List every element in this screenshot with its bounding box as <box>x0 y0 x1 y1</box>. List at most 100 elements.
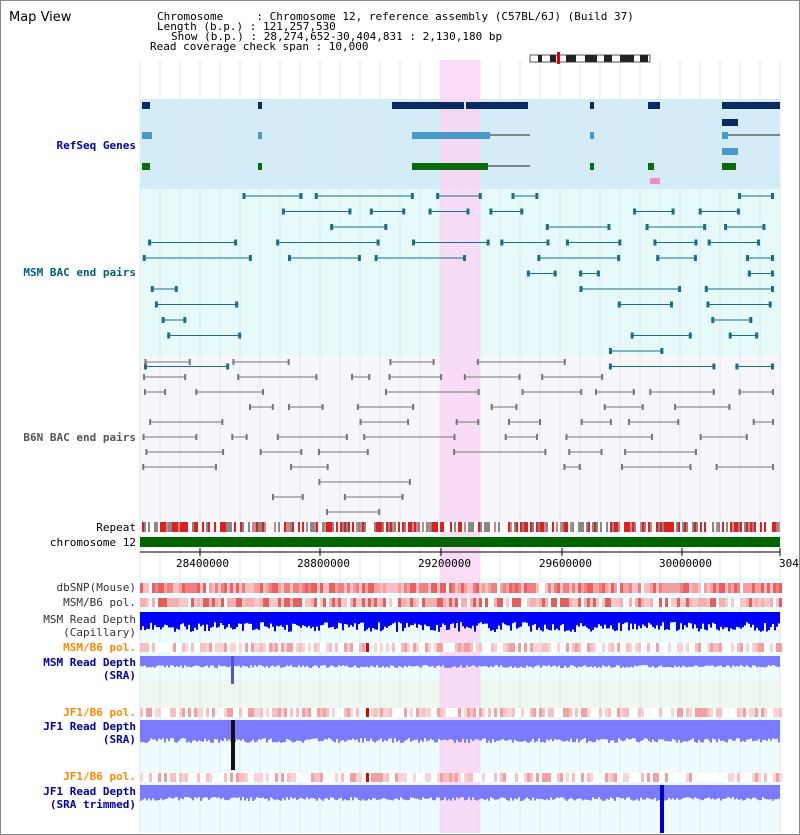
heat-cell <box>644 583 647 593</box>
repeat-element <box>396 522 398 532</box>
heat-cell <box>743 773 746 782</box>
read-depth-bar <box>176 612 178 629</box>
read-depth-bar <box>216 785 218 798</box>
b6n-bac-end <box>345 434 348 440</box>
read-depth-bar <box>618 720 620 739</box>
read-depth-bar <box>652 612 654 627</box>
read-depth-bar <box>314 612 316 632</box>
read-depth-bar <box>608 785 610 800</box>
heat-cell <box>290 598 293 607</box>
heat-cell <box>239 598 242 607</box>
read-depth-bar <box>578 785 580 799</box>
heat-cell <box>212 598 215 607</box>
b6n-bac-end-pairs-label[interactable]: B6N BAC end pairs <box>23 431 136 444</box>
heat-cell <box>452 598 455 607</box>
b6n-bac-end <box>388 374 391 380</box>
read-depth-bar <box>684 785 686 798</box>
read-depth-bar <box>766 612 768 632</box>
heat-cell <box>770 708 773 717</box>
msm-b6-pol-capillary-label[interactable]: MSM/B6 pol. <box>63 596 136 609</box>
read-depth-bar <box>566 612 568 631</box>
heat-cell <box>221 708 224 717</box>
jf1-b6-pol-label[interactable]: JF1/B6 pol. <box>63 706 136 719</box>
read-depth-bar <box>336 612 338 629</box>
read-depth-bar <box>572 785 574 800</box>
repeat-element <box>654 522 656 532</box>
heat-cell <box>623 598 626 607</box>
repeat-element <box>504 522 506 532</box>
read-depth-bar <box>184 656 186 666</box>
heat-cell <box>512 643 515 652</box>
msm-bac-end <box>242 193 246 199</box>
repeat-element <box>376 522 378 532</box>
heat-cell <box>230 708 233 717</box>
heat-cell <box>152 598 155 607</box>
read-depth-bar <box>540 612 542 631</box>
read-depth-bar <box>706 612 708 631</box>
heat-cell <box>671 598 674 607</box>
heat-cell <box>419 708 422 717</box>
dbsnp-label[interactable]: dbSNP(Mouse) <box>56 581 136 594</box>
heat-cell <box>707 583 710 593</box>
read-depth-bar <box>398 656 400 666</box>
read-depth-bar <box>452 720 454 741</box>
read-depth-bar <box>480 785 482 799</box>
msm-bac-end <box>276 239 280 246</box>
heat-cell <box>317 643 320 652</box>
jf1-read-depth-trimmed-label[interactable]: JF1 Read Depth <box>43 785 136 798</box>
b6n-bac-end <box>356 404 359 410</box>
read-depth-bar <box>380 720 382 739</box>
heat-cell <box>422 773 425 782</box>
read-depth-bar <box>264 612 266 627</box>
read-depth-bar <box>416 720 418 740</box>
heat-cell <box>242 643 245 652</box>
msm-read-depth-sra-label[interactable]: MSM Read Depth <box>43 656 136 669</box>
read-depth-bar <box>430 612 432 631</box>
repeat-element <box>296 522 298 532</box>
read-depth-bar <box>454 720 456 743</box>
read-depth-bar <box>388 785 390 800</box>
heat-cell <box>203 643 206 652</box>
repeat-element <box>708 522 710 532</box>
read-depth-bar <box>492 612 494 631</box>
read-depth-bar <box>416 785 418 799</box>
read-depth-bar <box>732 720 734 741</box>
jf1-b6-pol-trimmed-label[interactable]: JF1/B6 pol. <box>63 770 136 783</box>
heat-cell <box>746 643 749 652</box>
read-depth-bar <box>604 720 606 740</box>
selected-region-highlight <box>440 60 480 833</box>
b6n-bac-end <box>565 434 568 440</box>
msm-read-depth-capillary-label[interactable]: MSM Read Depth <box>43 613 136 626</box>
msm-b6-pol-sra-label[interactable]: MSM/B6 pol. <box>63 641 136 654</box>
read-depth-bar <box>606 720 608 740</box>
heat-cell <box>728 643 731 652</box>
heat-cell <box>605 708 608 717</box>
repeat-element <box>716 522 718 532</box>
repeat-label[interactable]: Repeat <box>96 521 136 534</box>
msm-bac-end-pairs-label[interactable]: MSM BAC end pairs <box>23 266 136 279</box>
read-depth-bar <box>732 656 734 666</box>
read-depth-bar <box>206 656 208 666</box>
heat-cell <box>671 583 674 593</box>
repeat-element <box>302 522 304 532</box>
repeat-element <box>196 522 198 532</box>
heat-cell <box>458 598 461 607</box>
read-depth-bar <box>470 612 472 629</box>
heat-cell <box>575 708 578 717</box>
jf1-read-depth-sra-label[interactable]: JF1 Read Depth <box>43 720 136 733</box>
heat-cell <box>467 708 470 717</box>
heat-cell <box>314 773 317 782</box>
refseq-genes-label[interactable]: RefSeq Genes <box>56 139 136 152</box>
repeat-element <box>184 522 186 532</box>
heat-cell <box>230 583 233 593</box>
heat-cell <box>245 773 248 782</box>
read-depth-bar <box>370 656 372 666</box>
read-depth-bar <box>438 785 440 798</box>
read-depth-bar <box>628 720 630 740</box>
repeat-element <box>260 522 262 532</box>
read-depth-bar <box>218 720 220 743</box>
heat-cell <box>470 773 473 782</box>
heat-cell <box>191 708 194 717</box>
read-depth-bar <box>596 656 598 668</box>
